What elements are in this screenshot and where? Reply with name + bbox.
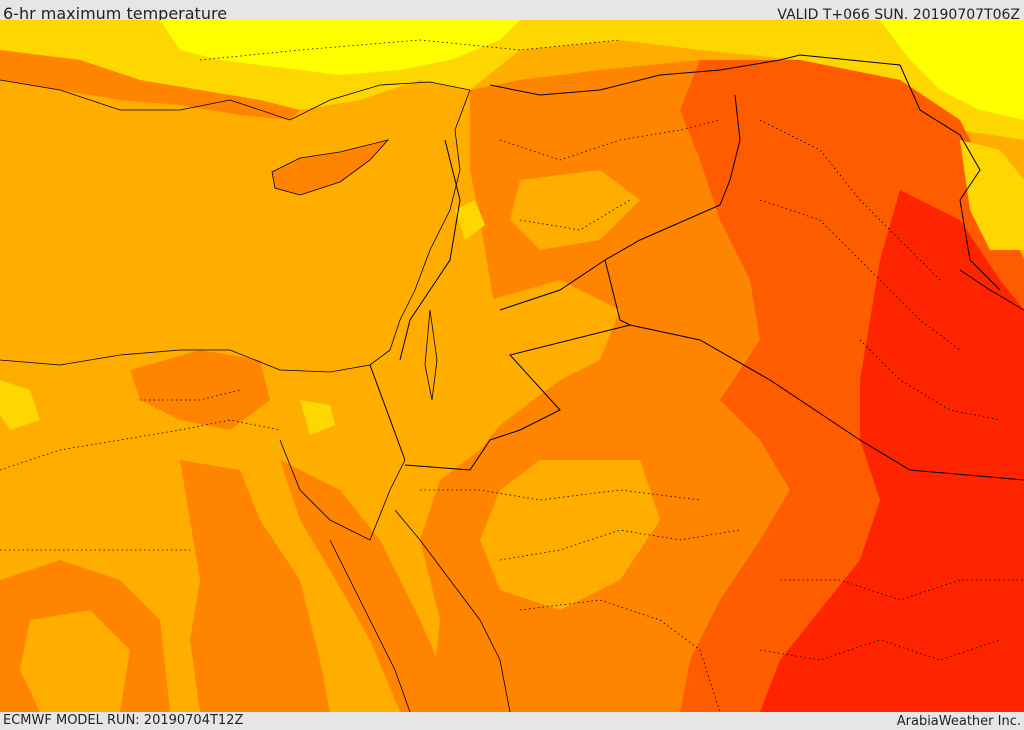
credit-label: ArabiaWeather Inc. [896, 714, 1021, 729]
coast-red-sea-east [394, 509, 511, 712]
coast-gulf-suez [279, 439, 406, 541]
temperature-map[interactable] [0, 20, 1024, 712]
band-yellow-sinai [300, 400, 335, 435]
band-amber-sw [20, 610, 130, 712]
border-jordan-saudi [404, 324, 631, 471]
band-orange-north [0, 50, 300, 120]
border-east-iraq-iran [799, 54, 1001, 291]
admin-egypt-3 [140, 389, 241, 401]
admin-iraq-3 [859, 339, 1001, 421]
map-canvas [0, 20, 1024, 712]
band-amber-syria [510, 170, 640, 250]
band-yellow-egypt-coast [0, 380, 40, 430]
band-yellow-north [160, 20, 520, 75]
border-turkey-syria [489, 54, 801, 96]
border-syria-jordan [499, 259, 606, 311]
coast-anatolia [0, 79, 471, 121]
band-orange-redsea [280, 460, 460, 712]
admin-iraq-1 [759, 119, 941, 281]
band-amber-jordan [420, 280, 620, 460]
coast-red-sea [329, 539, 411, 712]
footer-bar: ECMWF MODEL RUN: 20190704T12Z ArabiaWeat… [0, 712, 1024, 729]
admin-east-1 [780, 579, 1024, 601]
admin-boundaries [0, 39, 1024, 712]
coastlines [0, 79, 1024, 712]
cyprus-island [271, 139, 390, 196]
country-borders [369, 54, 1024, 481]
coast-dead-sea [424, 309, 438, 401]
coast-persian-gulf [959, 269, 1024, 311]
band-yellow-lebanon [455, 200, 485, 240]
admin-syria-2 [519, 199, 631, 231]
border-levant-coast [399, 139, 461, 361]
admin-saudi-2 [499, 529, 741, 561]
valid-time-label: VALID T+066 SUN. 20190707T06Z [777, 7, 1020, 23]
admin-east-2 [759, 639, 1001, 661]
map-title: 6-hr maximum temperature [3, 4, 228, 23]
band-yellow-ne [880, 20, 1024, 120]
admin-iraq-2 [759, 199, 961, 351]
band-orange-nile [180, 460, 330, 712]
model-run-label: ECMWF MODEL RUN: 20190704T12Z [3, 713, 244, 728]
border-iraq-saudi [629, 324, 1024, 481]
band-orange-egypt [130, 350, 270, 430]
admin-egypt-1 [0, 419, 281, 471]
header-bar: 6-hr maximum temperature VALID T+066 SUN… [0, 0, 1024, 23]
admin-turkey-1 [199, 39, 621, 61]
band-yellow-se-turkey [960, 140, 1024, 250]
coast-med-south [0, 89, 471, 373]
band-amber-saudi [480, 460, 660, 610]
border-egypt-israel [369, 364, 406, 461]
band-red [760, 190, 1024, 712]
admin-syria-1 [499, 119, 721, 161]
border-syria-iraq [604, 94, 741, 326]
